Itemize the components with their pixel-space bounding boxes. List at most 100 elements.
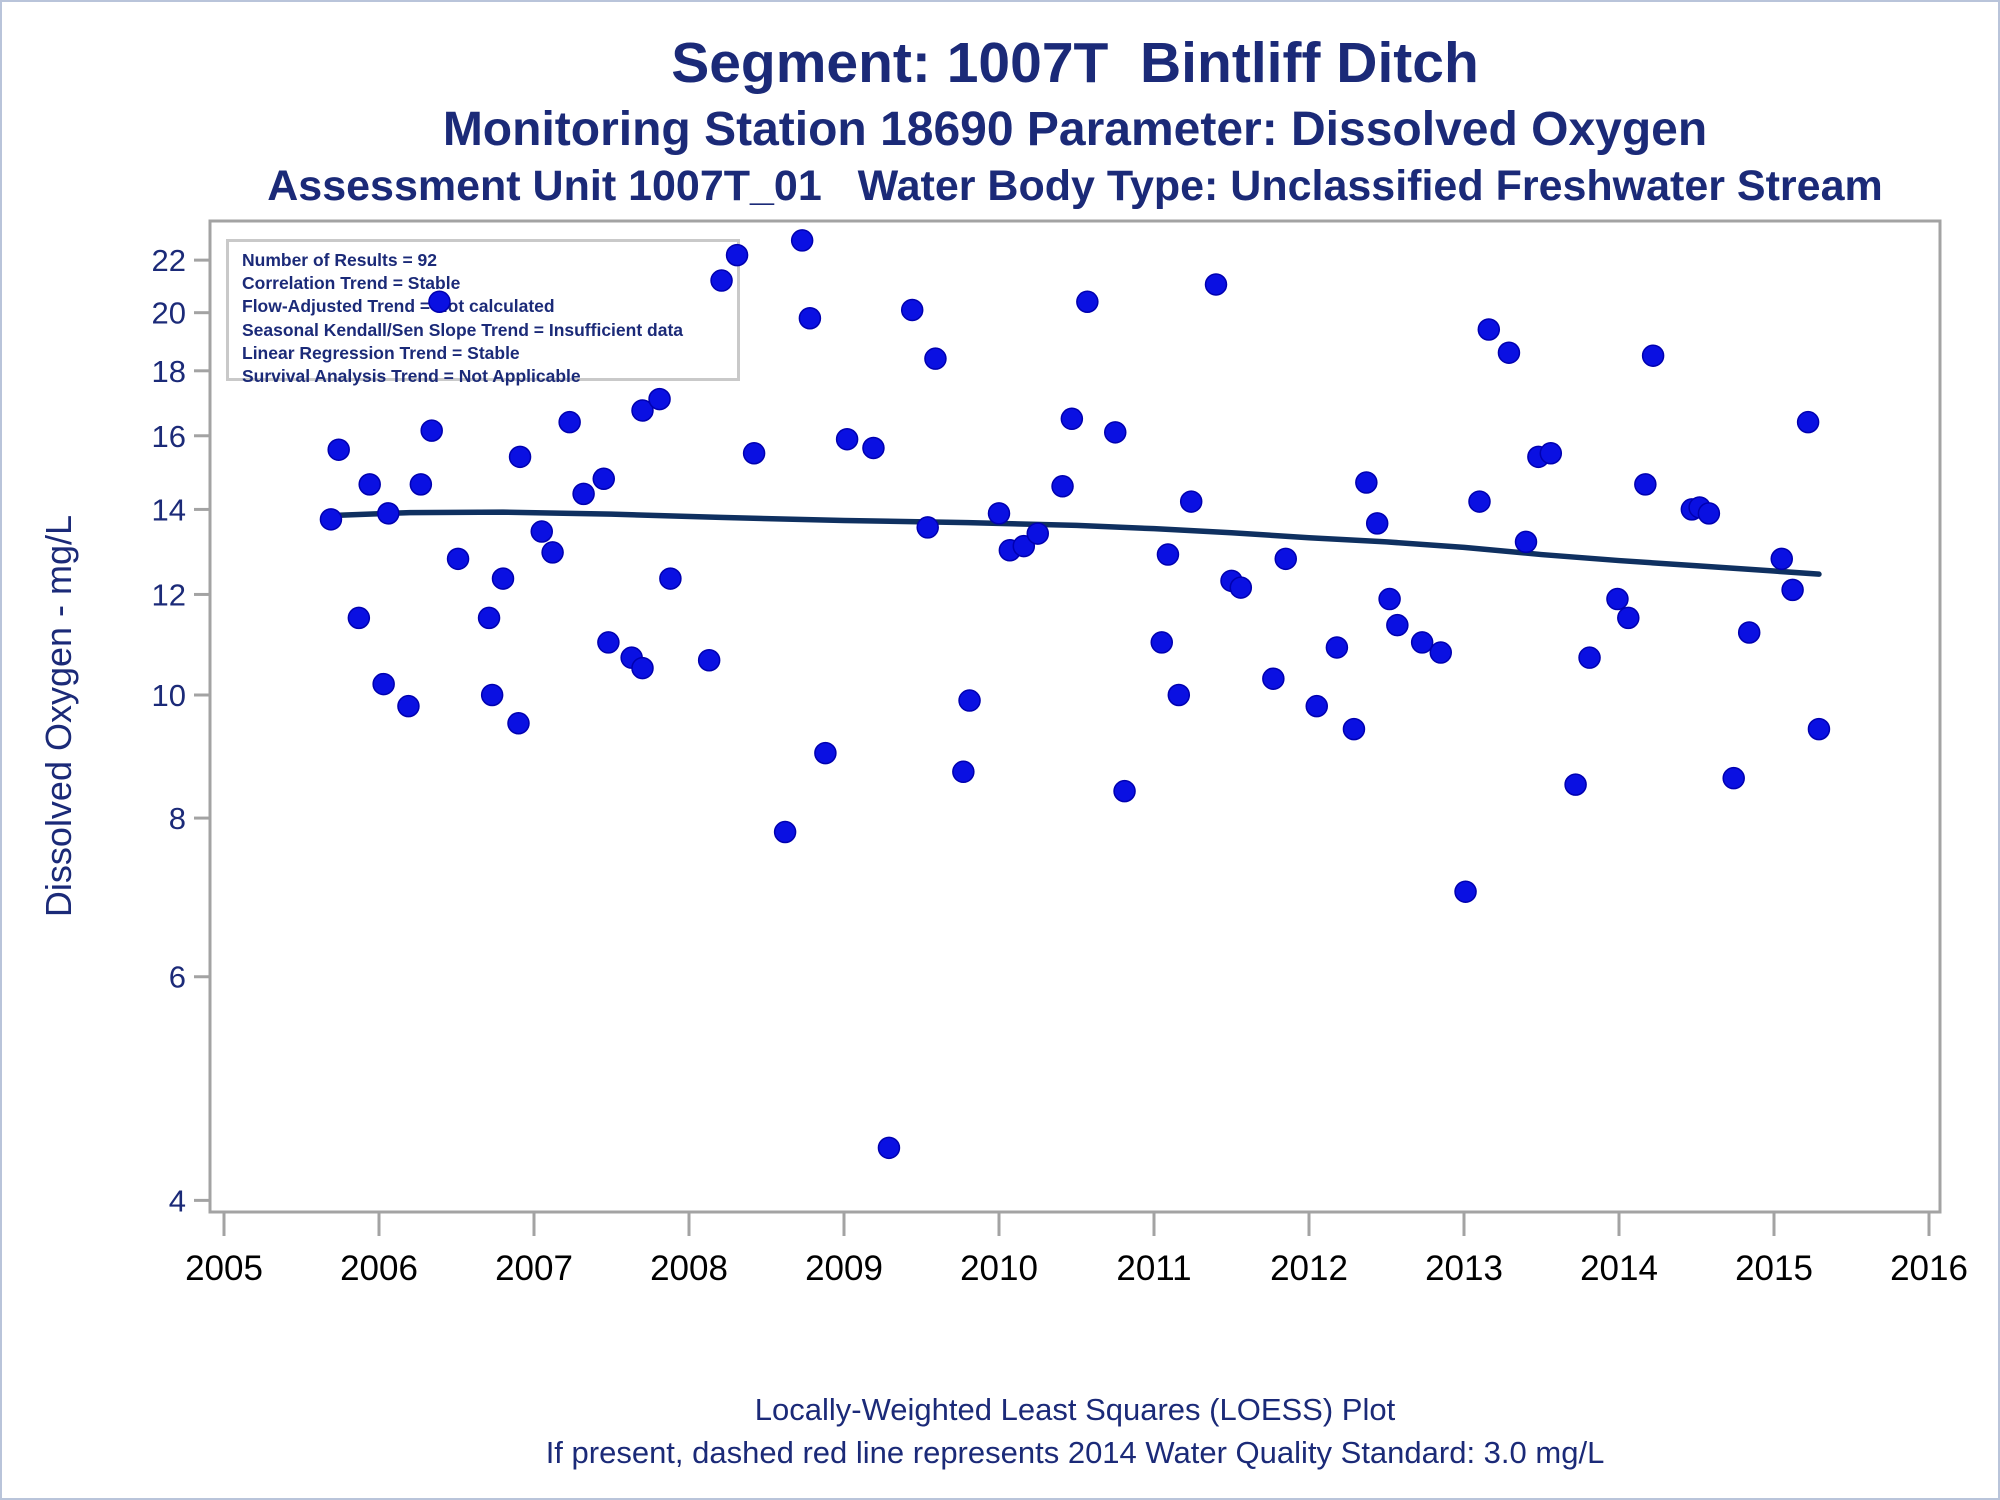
data-point bbox=[790, 229, 814, 252]
y-tick-label: 20 bbox=[152, 296, 186, 331]
data-point bbox=[924, 347, 947, 370]
data-point bbox=[1342, 717, 1366, 741]
data-point bbox=[1012, 534, 1036, 558]
data-point bbox=[1104, 421, 1127, 444]
x-tick-label: 2011 bbox=[1116, 1249, 1191, 1288]
data-point bbox=[397, 694, 420, 718]
data-point bbox=[1051, 475, 1074, 498]
data-point bbox=[1305, 694, 1328, 718]
data-point bbox=[631, 656, 654, 680]
data-point bbox=[1564, 773, 1587, 796]
y-tick-label: 16 bbox=[152, 419, 186, 454]
y-tick-label: 18 bbox=[152, 354, 186, 389]
data-point bbox=[327, 438, 350, 461]
data-point bbox=[1026, 522, 1049, 545]
data-point bbox=[1156, 543, 1180, 566]
data-point bbox=[1807, 717, 1831, 741]
y-tick-label: 4 bbox=[169, 1183, 186, 1218]
data-point bbox=[347, 606, 371, 630]
data-point bbox=[358, 473, 381, 496]
x-tick-label: 2010 bbox=[960, 1249, 1038, 1288]
data-point bbox=[1781, 578, 1804, 602]
data-point bbox=[1477, 318, 1501, 341]
data-point bbox=[480, 683, 504, 707]
data-point bbox=[648, 387, 671, 411]
data-point bbox=[631, 399, 654, 422]
x-tick-label: 2012 bbox=[1270, 1249, 1348, 1288]
data-point bbox=[1634, 473, 1657, 496]
data-point bbox=[592, 467, 615, 491]
data-point bbox=[420, 419, 443, 442]
data-point bbox=[1641, 344, 1665, 367]
data-point bbox=[1770, 547, 1793, 571]
data-point bbox=[877, 1136, 901, 1160]
data-point bbox=[377, 502, 400, 525]
data-point bbox=[541, 541, 564, 564]
y-tick-label: 22 bbox=[152, 243, 186, 278]
data-point bbox=[1060, 407, 1084, 431]
data-point bbox=[862, 436, 885, 460]
data-point bbox=[1468, 490, 1491, 513]
x-tick-label: 2013 bbox=[1425, 1249, 1503, 1288]
chart-subtitle-station-parameter: Monitoring Station 18690 Parameter: Diss… bbox=[442, 103, 1708, 156]
data-point bbox=[597, 631, 620, 654]
data-point bbox=[697, 649, 721, 672]
loess-trend-line bbox=[332, 509, 1822, 577]
chart-subtitle-assessment-unit: Assessment Unit 1007T_01 Water Body Type… bbox=[267, 162, 1883, 210]
data-point bbox=[1497, 341, 1521, 364]
y-tick-label: 6 bbox=[169, 960, 186, 995]
x-tick-label: 2006 bbox=[340, 1249, 418, 1288]
trend-statistics-box: Number of Results = 92 Correlation Trend… bbox=[226, 239, 740, 386]
data-point bbox=[1796, 410, 1820, 434]
data-point bbox=[1229, 576, 1253, 599]
data-point bbox=[1578, 646, 1601, 669]
x-tick-label: 2009 bbox=[805, 1249, 883, 1288]
data-point bbox=[1365, 512, 1389, 535]
y-tick-label: 14 bbox=[152, 492, 186, 527]
stat-correlation-trend: Correlation Trend = Stable bbox=[242, 273, 461, 294]
data-point bbox=[814, 741, 837, 765]
data-point bbox=[1722, 766, 1745, 790]
data-point bbox=[446, 547, 470, 571]
data-point bbox=[1539, 442, 1563, 465]
x-tick-label: 2015 bbox=[1735, 1249, 1813, 1288]
data-point bbox=[1076, 290, 1099, 314]
footnote-loess: Locally-Weighted Least Squares (LOESS) P… bbox=[754, 1392, 1396, 1427]
data-point bbox=[835, 427, 859, 451]
data-point bbox=[916, 516, 939, 539]
data-point bbox=[958, 689, 981, 712]
data-point bbox=[372, 672, 395, 696]
data-point bbox=[1386, 613, 1409, 637]
chart-title-segment: Segment: 1007T Bintliff Ditch bbox=[671, 31, 1479, 95]
data-point bbox=[319, 508, 343, 531]
data-point bbox=[1697, 502, 1721, 525]
data-point bbox=[773, 820, 797, 844]
data-point bbox=[1179, 490, 1203, 513]
data-point bbox=[409, 473, 433, 496]
data-point bbox=[1150, 631, 1173, 654]
y-tick-label: 10 bbox=[152, 678, 186, 713]
x-tick-label: 2007 bbox=[495, 1249, 573, 1288]
stat-number-of-results: Number of Results = 92 bbox=[242, 250, 437, 270]
data-point bbox=[507, 712, 530, 735]
data-point bbox=[1204, 273, 1228, 296]
data-point bbox=[1737, 621, 1761, 644]
stat-seasonal-kendall-trend: Seasonal Kendall/Sen Slope Trend = Insuf… bbox=[242, 319, 684, 340]
x-tick-label: 2005 bbox=[185, 1249, 263, 1288]
y-tick-label: 8 bbox=[169, 801, 186, 836]
data-point bbox=[558, 410, 581, 434]
x-tick-label: 2016 bbox=[1890, 1249, 1968, 1288]
data-point bbox=[725, 243, 749, 267]
data-point bbox=[491, 567, 515, 590]
data-point bbox=[1514, 530, 1538, 554]
data-point bbox=[1429, 641, 1452, 664]
data-point bbox=[572, 482, 595, 506]
data-point bbox=[1167, 683, 1191, 707]
data-point bbox=[477, 606, 501, 630]
stat-linear-regression-trend: Linear Regression Trend = Stable bbox=[242, 342, 520, 363]
x-tick-label: 2008 bbox=[650, 1249, 728, 1288]
footnote-water-quality-standard: If present, dashed red line represents 2… bbox=[545, 1435, 1605, 1470]
stat-survival-analysis-trend: Survival Analysis Trend = Not Applicable bbox=[242, 366, 581, 387]
